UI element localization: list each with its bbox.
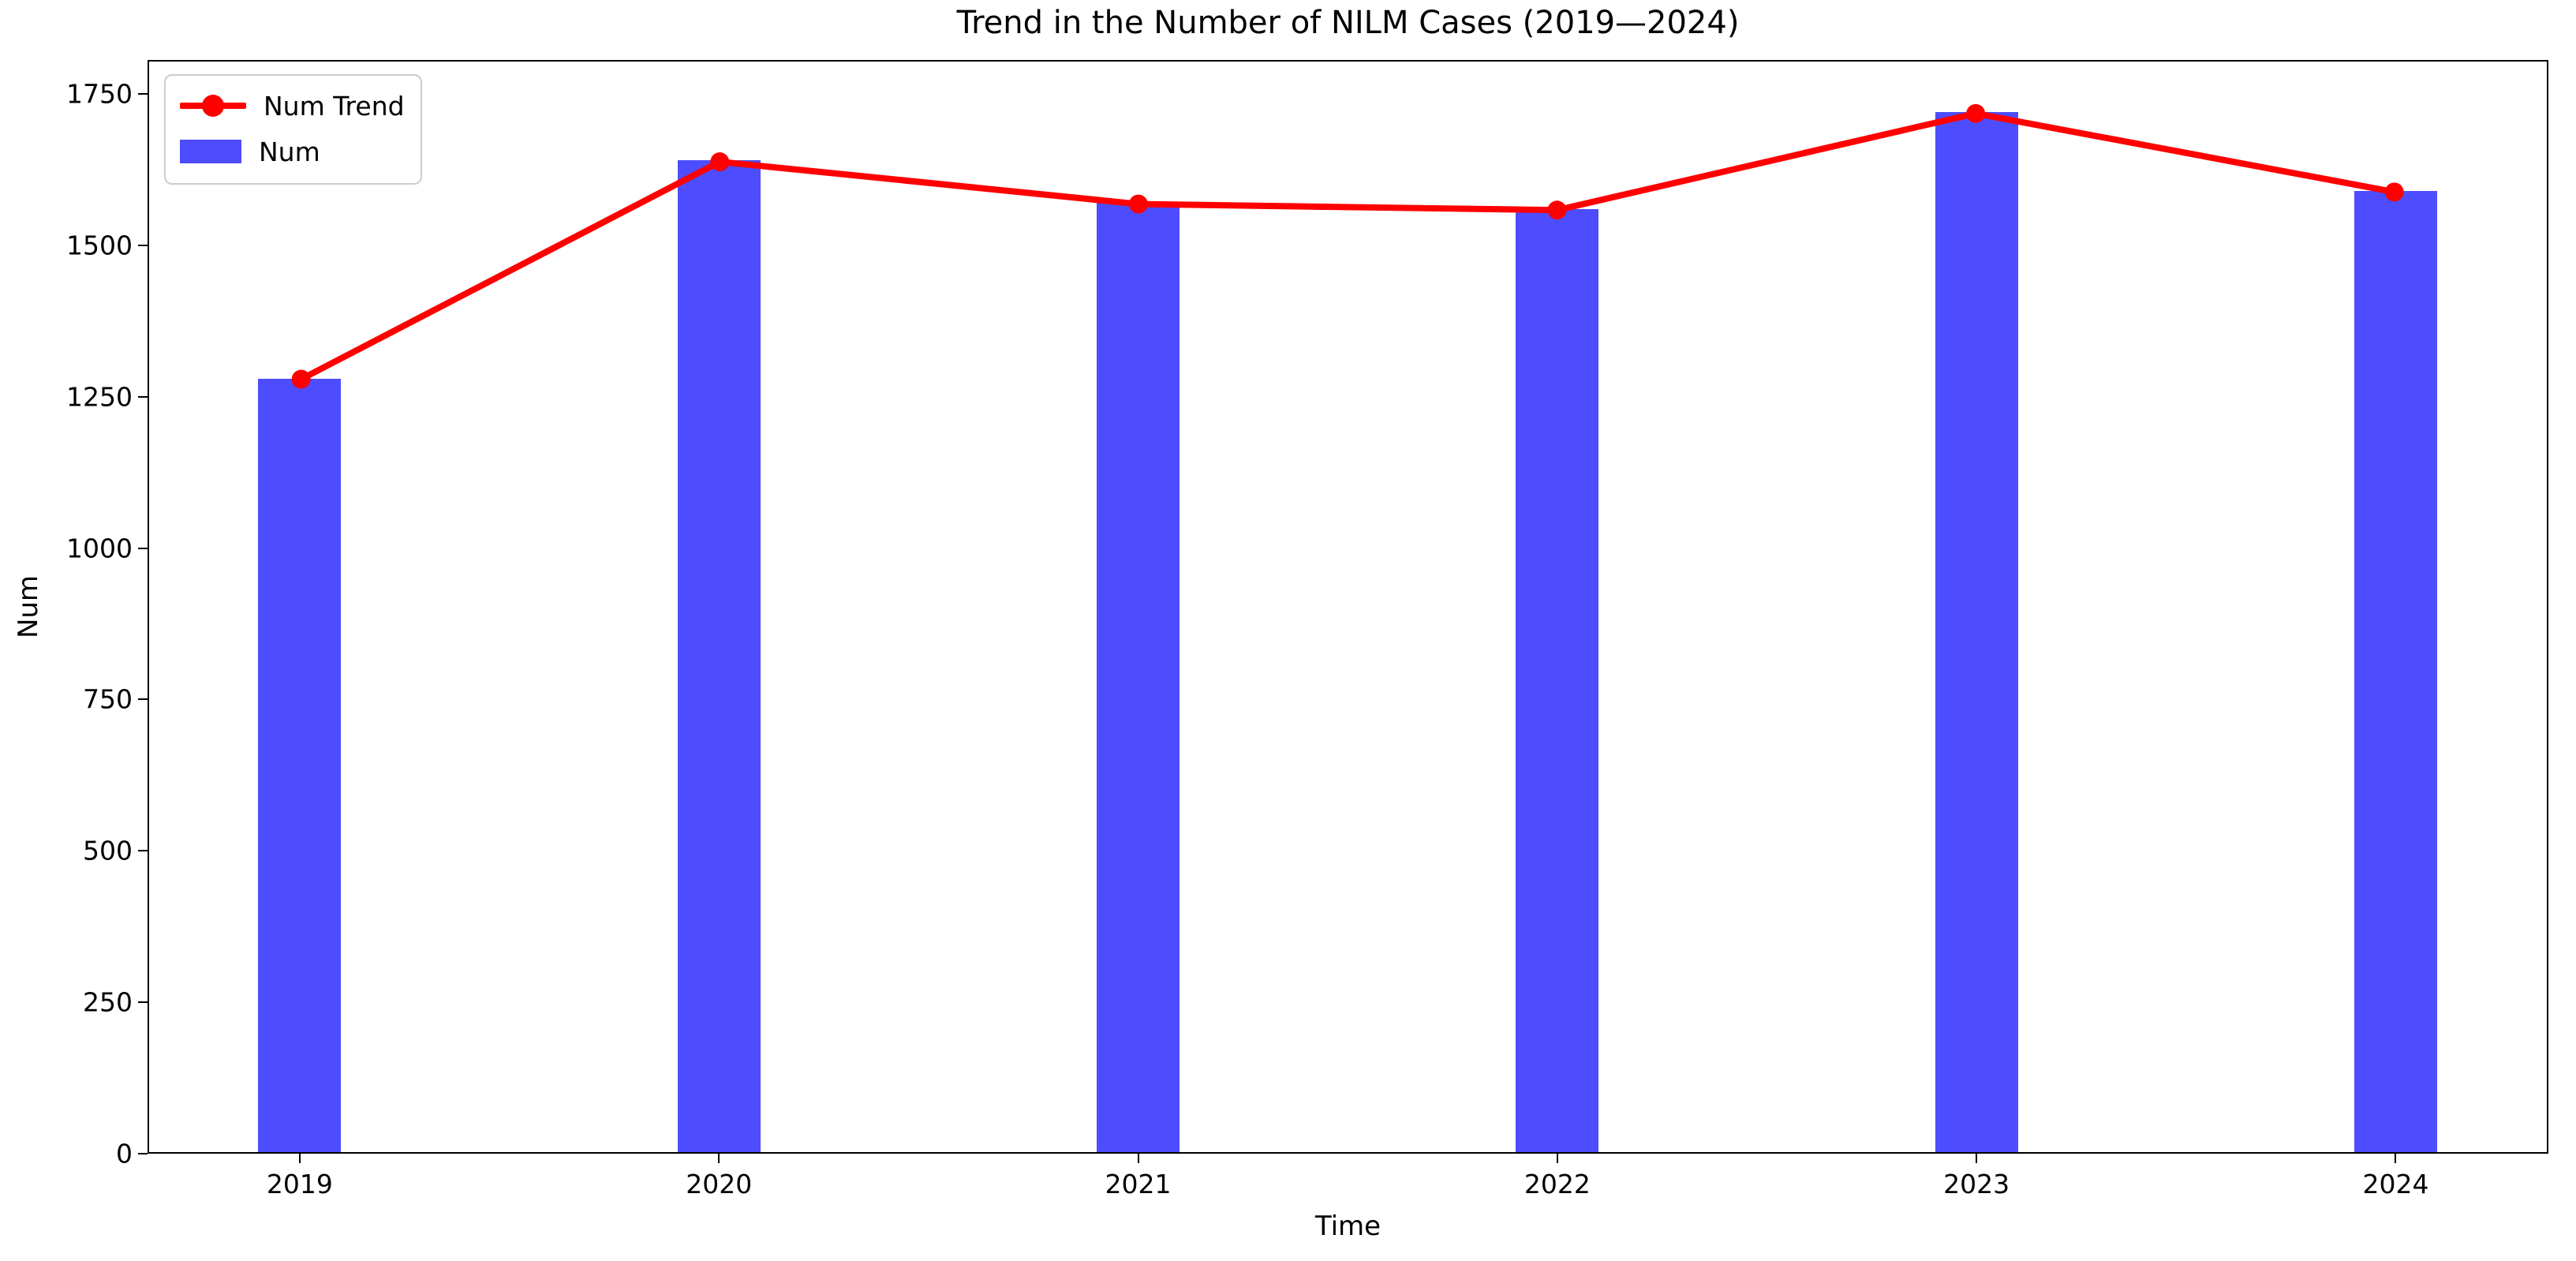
bar-swatch [180,140,241,163]
y-tick [138,244,148,246]
x-axis-label: Time [1314,1210,1381,1242]
bar-2019 [258,378,342,1152]
y-tick-label: 500 [83,835,133,866]
y-tick [138,698,148,701]
y-axis-label: Num [13,574,44,639]
plot-area: Num Trend Num [148,60,2548,1154]
y-tick-label: 1500 [66,230,133,261]
y-tick-label: 250 [83,986,133,1018]
line-layer [291,103,2404,389]
bars-layer [149,62,2547,1152]
data-point-marker-2024 [2384,182,2404,202]
line-marker-icon [202,95,224,117]
bar-2021 [1097,203,1180,1152]
data-point-marker-2021 [1128,194,1148,214]
data-point-marker-2023 [1966,103,1986,123]
y-tick-label: 1750 [66,78,133,110]
bar-2024 [2354,190,2437,1152]
y-tick [138,395,148,398]
chart-title: Trend in the Number of NILM Cases (2019—… [956,5,1740,41]
x-tick-label: 2021 [1105,1169,1172,1199]
y-tick [138,1153,148,1154]
x-tick [1556,1154,1558,1163]
trend-line [299,110,2395,383]
y-tick [138,547,148,549]
y-tick-label: 0 [116,1138,133,1169]
legend-item-num-trend: Num Trend [180,87,405,125]
x-tick [1137,1154,1139,1163]
y-tick [138,1001,148,1004]
y-tick [138,92,148,95]
data-point-marker-2020 [710,152,730,171]
x-tick-label: 2023 [1943,1169,2010,1199]
x-tick-label: 2020 [686,1169,753,1199]
x-tick-label: 2019 [266,1169,333,1199]
x-tick-label: 2024 [2362,1169,2429,1199]
legend-label-num: Num [259,136,320,167]
bar-2020 [677,160,761,1152]
y-tick-label: 1250 [66,381,133,413]
x-tick [2395,1154,2397,1163]
data-point-marker-2019 [291,369,311,389]
data-point-marker-2022 [1547,200,1567,220]
bar-2023 [1935,112,2018,1152]
legend: Num Trend Num [164,74,422,185]
x-tick-label: 2022 [1524,1169,1591,1199]
y-tick [138,850,148,852]
legend-label-num-trend: Num Trend [264,90,405,122]
line-swatch [180,95,246,117]
bar-2022 [1516,208,1599,1152]
x-tick [1976,1154,1978,1163]
legend-item-num: Num [180,133,405,170]
x-tick [718,1154,720,1163]
x-tick [298,1154,301,1163]
y-tick-label: 750 [83,683,133,715]
y-tick-label: 1000 [66,533,133,564]
